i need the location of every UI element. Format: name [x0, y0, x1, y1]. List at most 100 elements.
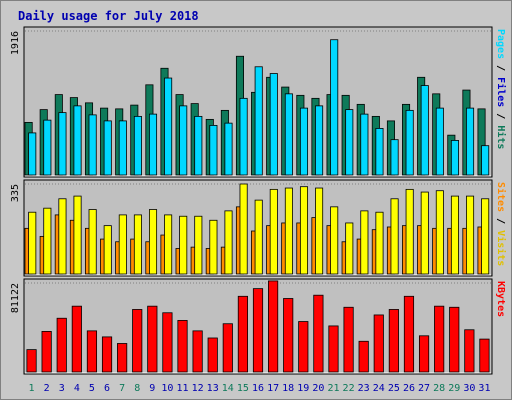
bar-visits-day-14 [224, 210, 233, 275]
x-tick-day-5: 5 [89, 383, 95, 394]
bar-kbytes-day-2 [41, 331, 52, 373]
x-tick-day-12: 12 [192, 383, 204, 394]
bar-kbytes-day-18 [283, 298, 294, 373]
bar-visits-day-23 [360, 210, 369, 275]
bar-files-day-27 [420, 85, 429, 176]
bar-kbytes-day-27 [418, 335, 430, 373]
bar-visits-day-11 [179, 215, 188, 275]
bar-visits-day-26 [405, 188, 414, 275]
bar-files-day-16 [254, 66, 263, 176]
legend-hits-part-2: Files [495, 77, 507, 107]
bar-visits-day-21 [330, 206, 339, 275]
bar-kbytes-day-5 [86, 330, 98, 373]
bar-kbytes-day-14 [222, 323, 233, 373]
bar-kbytes-day-31 [479, 338, 490, 373]
x-tick-day-19: 19 [297, 383, 309, 394]
x-tick-day-6: 6 [104, 383, 110, 394]
bar-files-day-26 [405, 109, 414, 176]
bar-files-day-7 [118, 120, 127, 176]
bar-files-day-8 [133, 115, 142, 176]
bar-visits-day-29 [450, 195, 459, 275]
x-tick-day-13: 13 [207, 383, 219, 394]
bar-visits-day-10 [164, 214, 173, 275]
x-axis-labels: 1 2 3 4 5 6 7 8 9 10 11 12 13 14 15 16 17 18 19 20 21 22 23 24 2… [29, 383, 491, 394]
legend-kbytes-part-0: KBytes [495, 281, 506, 317]
bar-kbytes-day-4 [71, 305, 82, 373]
legend-hits-part-4: Hits [495, 125, 507, 149]
bar-visits-day-19 [299, 186, 309, 275]
bar-files-day-29 [450, 140, 459, 176]
panel-sites: 335 Sites / Visits [10, 179, 507, 277]
bar-kbytes-day-29 [449, 306, 460, 373]
legend-hits-part-0: Pages [495, 29, 506, 59]
legend-hits-part-3: / [495, 107, 506, 125]
bar-visits-day-16 [254, 199, 263, 275]
bar-kbytes-day-23 [358, 340, 369, 373]
x-tick-day-9: 9 [149, 383, 155, 394]
legend-hits-part-1: / [495, 59, 506, 77]
bar-files-day-9 [148, 113, 158, 176]
bar-kbytes-day-20 [313, 294, 324, 373]
bar-visits-day-18 [284, 187, 293, 275]
bar-files-day-5 [88, 114, 97, 176]
x-tick-day-31: 31 [478, 383, 490, 394]
bar-kbytes-day-10 [162, 312, 173, 373]
bar-files-day-23 [360, 113, 369, 176]
bar-files-day-3 [58, 112, 67, 176]
x-tick-day-20: 20 [312, 383, 324, 394]
x-tick-day-14: 14 [222, 383, 234, 394]
bar-files-day-13 [209, 124, 218, 176]
bar-kbytes-day-6 [101, 336, 113, 373]
bar-files-day-22 [345, 109, 354, 176]
x-tick-day-2: 2 [44, 383, 50, 394]
bar-kbytes-day-16 [252, 288, 264, 373]
bar-visits-day-27 [420, 191, 429, 275]
bar-kbytes-day-1 [26, 349, 37, 373]
x-tick-day-8: 8 [134, 383, 140, 394]
chart-panels: 1916 Pages / Files / Hits 335 Sites / Visit… [10, 26, 507, 375]
bar-visits-day-3 [58, 198, 67, 275]
bar-visits-day-9 [148, 209, 158, 275]
bar-kbytes-day-22 [343, 306, 354, 373]
legend-hits: Pages / Files / Hits [495, 29, 507, 149]
bar-kbytes-day-30 [464, 329, 475, 373]
legend-kbytes: KBytes [495, 281, 506, 317]
bar-visits-day-22 [345, 222, 354, 275]
bar-files-day-24 [375, 128, 384, 176]
bar-visits-day-25 [390, 198, 399, 275]
bar-kbytes-day-13 [207, 337, 218, 373]
x-tick-day-15: 15 [237, 383, 249, 394]
y-max-label: 81122 [10, 283, 21, 313]
bar-visits-day-5 [88, 209, 97, 275]
x-tick-day-18: 18 [282, 383, 294, 394]
bar-files-day-10 [164, 77, 173, 176]
bar-files-day-18 [284, 93, 293, 176]
x-tick-day-24: 24 [373, 383, 385, 394]
bar-kbytes-day-24 [373, 314, 384, 373]
bar-files-day-21 [330, 39, 339, 176]
bar-kbytes-day-12 [192, 330, 203, 373]
bar-kbytes-day-9 [147, 305, 158, 373]
bar-files-day-12 [194, 115, 203, 176]
bar-kbytes-day-21 [328, 325, 339, 373]
x-tick-day-23: 23 [358, 383, 370, 394]
bar-kbytes-day-8 [132, 309, 143, 373]
bar-files-day-2 [43, 119, 52, 176]
bar-files-day-15 [239, 97, 248, 176]
bar-files-day-4 [73, 105, 82, 176]
x-tick-day-28: 28 [433, 383, 445, 394]
bar-visits-day-12 [194, 215, 203, 275]
bar-visits-day-2 [43, 207, 52, 275]
bar-visits-day-28 [435, 190, 444, 275]
x-tick-day-27: 27 [418, 383, 430, 394]
x-tick-day-7: 7 [119, 383, 125, 394]
x-tick-day-1: 1 [29, 383, 35, 394]
bar-kbytes-day-17 [268, 280, 279, 373]
x-tick-day-29: 29 [448, 383, 460, 394]
y-max-label: 1916 [10, 31, 21, 55]
bar-files-day-31 [481, 145, 490, 176]
bar-visits-day-30 [466, 195, 475, 275]
bar-visits-day-24 [375, 211, 384, 275]
